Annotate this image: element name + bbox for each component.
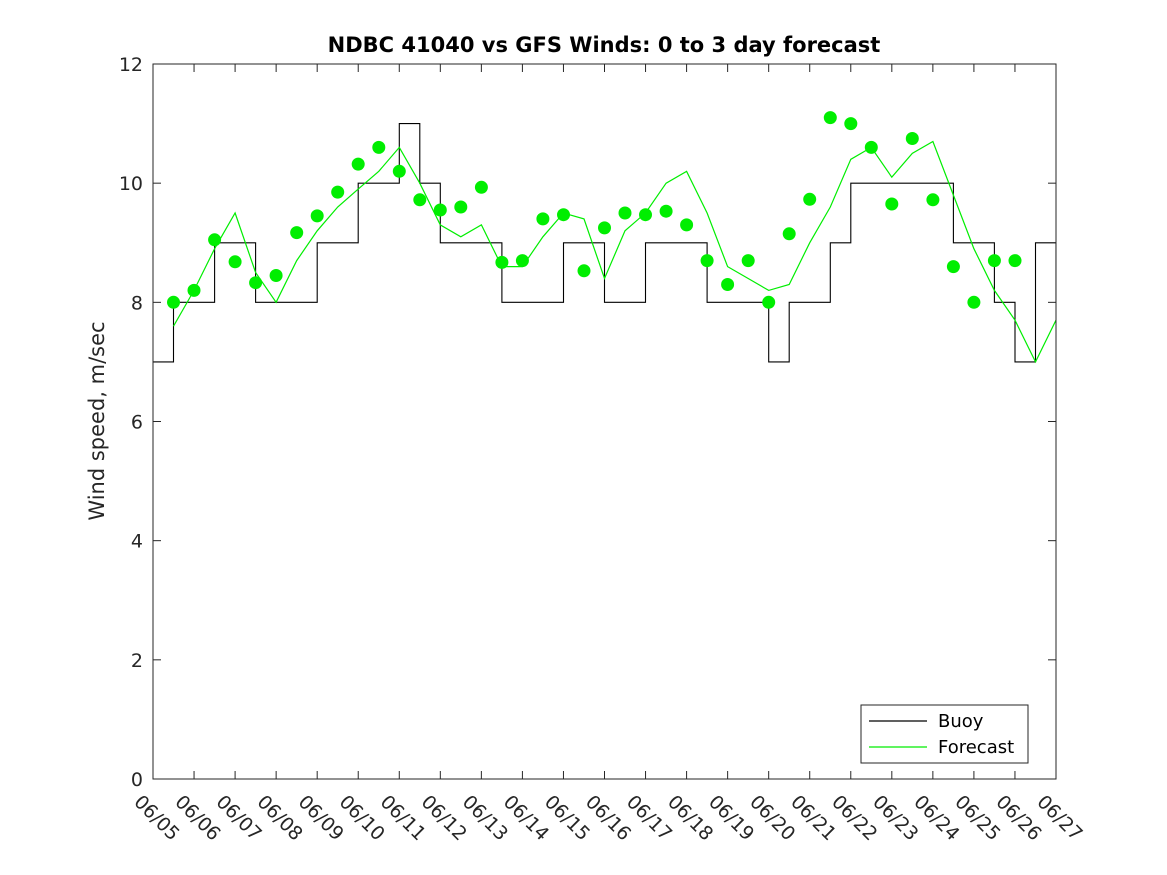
- forecast-marker: [167, 295, 180, 309]
- forecast-marker: [803, 192, 817, 206]
- forecast-marker: [392, 164, 406, 178]
- y-tick-label: 10: [119, 173, 143, 195]
- forecast-marker: [885, 197, 899, 211]
- buoy-series-line: [153, 123, 1056, 363]
- forecast-series-line: [172, 140, 1056, 364]
- forecast-marker: [372, 140, 386, 154]
- forecast-marker: [700, 254, 714, 268]
- forecast-marker: [721, 278, 735, 291]
- forecast-marker: [782, 227, 796, 241]
- y-axis-label: Wind speed, m/sec: [85, 321, 109, 520]
- forecast-marker: [905, 132, 919, 145]
- forecast-marker: [844, 117, 858, 131]
- forecast-marker: [515, 254, 529, 268]
- forecast-marker: [762, 295, 776, 309]
- forecast-marker: [967, 295, 981, 309]
- chart-title: NDBC 41040 vs GFS Winds: 0 to 3 day fore…: [328, 33, 881, 57]
- forecast-marker: [639, 208, 652, 222]
- forecast-marker: [269, 269, 283, 282]
- legend-box: [860, 704, 1029, 764]
- forecast-marker: [208, 233, 222, 247]
- y-tick-label: 6: [131, 412, 143, 434]
- forecast-marker: [926, 193, 940, 207]
- y-tick-label: 0: [131, 769, 143, 791]
- forecast-marker: [577, 264, 591, 278]
- legend-label: Buoy: [938, 711, 984, 732]
- forecast-marker: [228, 255, 242, 269]
- plot-background: [153, 64, 1056, 779]
- legend-label: Forecast: [938, 737, 1014, 758]
- forecast-marker: [495, 255, 509, 269]
- forecast-marker: [557, 208, 570, 222]
- forecast-marker: [249, 276, 263, 290]
- forecast-marker: [536, 212, 550, 226]
- forecast-marker: [618, 206, 632, 220]
- y-tick-label: 8: [131, 292, 143, 314]
- y-tick-label: 12: [119, 54, 143, 76]
- forecast-marker: [987, 254, 1001, 268]
- forecast-marker: [823, 111, 837, 125]
- forecast-marker: [290, 226, 304, 240]
- forecast-marker: [310, 209, 324, 223]
- forecast-marker: [1008, 254, 1022, 268]
- y-tick-label: 2: [131, 650, 143, 672]
- forecast-marker: [454, 200, 468, 214]
- plot-area: [153, 64, 1056, 779]
- forecast-marker: [351, 157, 365, 171]
- forecast-marker: [187, 283, 201, 297]
- forecast-marker: [680, 218, 694, 232]
- legend: Buoy Forecast: [860, 704, 1029, 764]
- forecast-marker: [741, 254, 755, 268]
- forecast-marker: [331, 185, 345, 199]
- forecast-marker: [864, 140, 878, 154]
- forecast-marker: [946, 260, 960, 274]
- forecast-marker: [598, 221, 611, 235]
- forecast-marker: [659, 204, 673, 218]
- forecast-marker: [413, 193, 427, 207]
- forecast-marker: [474, 180, 488, 194]
- forecast-marker: [433, 203, 447, 217]
- y-tick-label: 4: [131, 531, 143, 553]
